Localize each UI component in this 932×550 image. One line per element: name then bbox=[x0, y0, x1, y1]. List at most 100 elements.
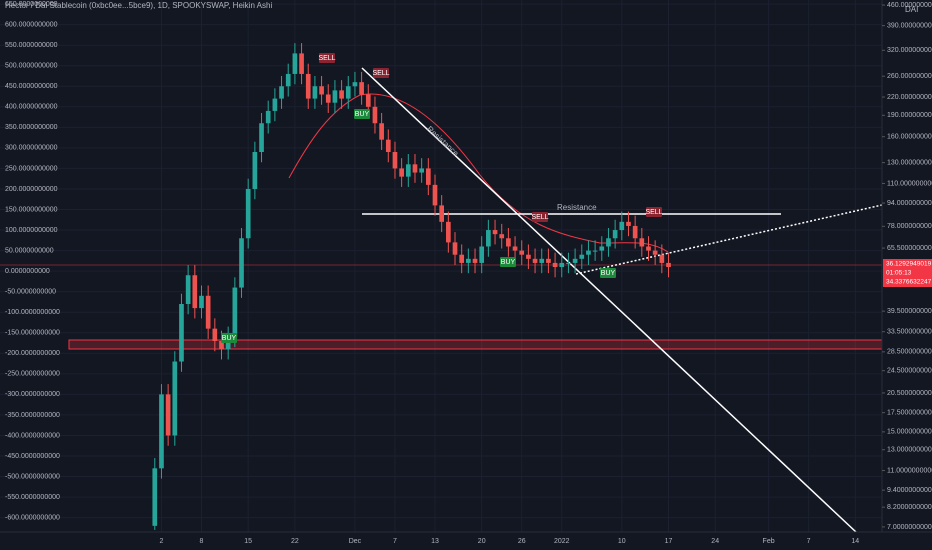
y-tick-label: -150.0000000000 bbox=[5, 330, 60, 337]
candle-body bbox=[626, 221, 631, 226]
candle-body bbox=[599, 246, 605, 251]
signal-badge bbox=[500, 257, 516, 267]
candle-body bbox=[359, 82, 364, 95]
y-tick-label: 650.0000000000 bbox=[5, 1, 58, 8]
y-tick-label: -400.0000000000 bbox=[5, 432, 60, 439]
candle-body bbox=[579, 254, 585, 259]
y2-tick-label: 20.5000000000 bbox=[887, 390, 932, 397]
y2-tick-label: 130.0000000000 bbox=[887, 159, 932, 166]
candle-body bbox=[259, 123, 264, 152]
y2-tick-label: 11.0000000000 bbox=[887, 467, 932, 474]
y2-tick-label: 13.0000000000 bbox=[887, 447, 932, 454]
candle-body bbox=[652, 250, 658, 255]
x-tick-label: 26 bbox=[518, 538, 526, 545]
signal-badge bbox=[221, 333, 237, 343]
signal-badge bbox=[319, 53, 335, 63]
y-tick-label: -300.0000000000 bbox=[5, 391, 60, 398]
x-tick-label: 20 bbox=[478, 538, 486, 545]
candle-body bbox=[325, 94, 331, 103]
x-tick-label: 10 bbox=[618, 538, 626, 545]
candle-body bbox=[632, 225, 638, 239]
x-tick-label: 7 bbox=[807, 538, 811, 545]
y-tick-label: -600.0000000000 bbox=[5, 514, 60, 521]
candle-body bbox=[219, 340, 224, 350]
candle-body bbox=[265, 110, 271, 124]
candle-body bbox=[639, 238, 645, 247]
candle-body bbox=[312, 86, 318, 99]
y-tick-label: -550.0000000000 bbox=[5, 494, 60, 501]
candle-body bbox=[152, 468, 158, 526]
y2-tick-label: 260.0000000000 bbox=[887, 73, 932, 80]
candle-body bbox=[519, 250, 525, 255]
candle-body bbox=[479, 246, 485, 263]
candle-body bbox=[432, 184, 438, 206]
candle-body bbox=[172, 361, 178, 436]
x-tick-label: 14 bbox=[851, 538, 859, 545]
candle-body bbox=[439, 205, 445, 222]
y2-tick-label: 94.0000000000 bbox=[887, 200, 932, 207]
signal-label: SELL bbox=[318, 55, 335, 62]
candle-body bbox=[205, 295, 211, 329]
y-tick-label: 0.0000000000 bbox=[5, 268, 50, 275]
x-tick-label: 17 bbox=[665, 538, 673, 545]
y-tick-label: -200.0000000000 bbox=[5, 350, 60, 357]
y-tick-label: -250.0000000000 bbox=[5, 371, 60, 378]
candle-body bbox=[272, 98, 278, 111]
signal-label: SELL bbox=[372, 70, 389, 77]
y2-tick-label: 78.0000000000 bbox=[887, 223, 932, 230]
y-tick-label: -350.0000000000 bbox=[5, 412, 60, 419]
signal-badge bbox=[600, 268, 616, 278]
signal-label: BUY bbox=[222, 335, 237, 342]
candle-body bbox=[539, 258, 545, 263]
candle-body bbox=[365, 94, 371, 107]
y2-tick-label: 110.0000000000 bbox=[887, 180, 932, 187]
signal-badge bbox=[373, 68, 389, 78]
candle-body bbox=[379, 123, 384, 140]
candle-body bbox=[339, 90, 344, 99]
candle-body bbox=[619, 221, 625, 231]
x-tick-label: 13 bbox=[431, 538, 439, 545]
candle-body bbox=[486, 230, 491, 247]
y2-tick-label: 17.5000000000 bbox=[887, 410, 932, 417]
y2-tick-label: 7.0000000000 bbox=[887, 524, 932, 531]
y2-tick-label: 28.5000000000 bbox=[887, 349, 932, 356]
candle-body bbox=[192, 275, 198, 309]
candle-body bbox=[559, 262, 565, 268]
x-tick-label: Dec bbox=[349, 538, 362, 545]
price-tag bbox=[883, 259, 932, 287]
y-tick-label: 150.0000000000 bbox=[5, 206, 58, 213]
signal-badge bbox=[532, 212, 548, 222]
candle-body bbox=[179, 304, 184, 362]
y-tick-label: -100.0000000000 bbox=[5, 309, 60, 316]
candle-body bbox=[606, 238, 611, 247]
support-zone bbox=[68, 339, 883, 350]
signal-badge bbox=[646, 207, 662, 217]
candle-body bbox=[165, 394, 171, 436]
plot bbox=[152, 43, 671, 530]
candle-body bbox=[566, 262, 571, 264]
candle-body bbox=[299, 53, 304, 74]
candle-body bbox=[185, 275, 191, 304]
candle-body bbox=[252, 152, 258, 189]
x-tick-label: 8 bbox=[200, 538, 204, 545]
candle-body bbox=[452, 242, 458, 255]
candle-body bbox=[372, 106, 378, 124]
y2-tick-label: 160.0000000000 bbox=[887, 134, 932, 141]
y-tick-label: -500.0000000000 bbox=[5, 473, 60, 480]
x-tick-label: 24 bbox=[711, 538, 719, 545]
x-tick-label: 2022 bbox=[554, 538, 570, 545]
candle-body bbox=[385, 139, 391, 152]
candle-body bbox=[345, 86, 351, 99]
y-tick-label: 50.0000000000 bbox=[5, 247, 54, 254]
candle-body bbox=[532, 258, 538, 263]
candle-body bbox=[399, 168, 404, 177]
candle-body bbox=[319, 86, 324, 95]
candle-body bbox=[492, 230, 498, 235]
signal-label: BUY bbox=[601, 270, 616, 277]
candle-body bbox=[506, 238, 511, 247]
signal-label: SELL bbox=[645, 209, 662, 216]
candle-body bbox=[352, 82, 358, 87]
